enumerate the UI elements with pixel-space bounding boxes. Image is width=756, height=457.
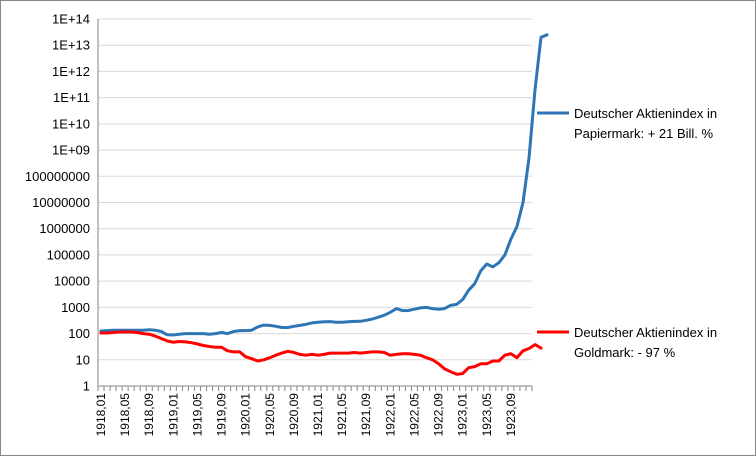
y-tick-label: 100000000 — [25, 169, 90, 184]
x-tick-label: 1919,01 — [166, 393, 180, 437]
x-tick-label: 1920,01 — [239, 393, 253, 437]
x-tick-label: 1923,05 — [480, 393, 494, 437]
series-line-goldmark — [99, 330, 543, 376]
x-tick-label: 1918,09 — [142, 393, 156, 437]
y-axis-tick-labels: 1 10 100 1000 10000 100000 1000000 10000000 1000… — [25, 12, 90, 394]
x-tick-label: 1920,05 — [263, 393, 277, 437]
x-tick-label: 1923,01 — [456, 393, 470, 437]
x-axis-tick-labels: 1918,01 1918,05 1918,09 1919,01 1919,05 1919,… — [94, 393, 518, 437]
y-tick-label: 1E+14 — [52, 12, 90, 27]
axes — [97, 19, 533, 391]
y-tick-label: 1000000 — [39, 221, 90, 236]
series-line-papiermark — [99, 33, 549, 337]
x-tick-label: 1918,01 — [94, 393, 108, 437]
x-tick-label: 1921,05 — [335, 393, 349, 437]
legend-label: Deutscher Aktienindex in Papiermark: + 21… — [574, 106, 717, 141]
legend-label: Deutscher Aktienindex in Goldmark: - 97 % — [574, 325, 717, 360]
y-tick-label: 100000 — [47, 247, 90, 262]
x-tick-label: 1921,09 — [359, 393, 373, 437]
x-tick-label: 1919,09 — [215, 393, 229, 437]
y-tick-label: 10000000 — [32, 195, 90, 210]
y-tick-label: 10 — [76, 352, 90, 367]
x-tick-label: 1918,05 — [118, 393, 132, 437]
y-tick-label: 10000 — [54, 274, 90, 289]
legend: Deutscher Aktienindex in Papiermark: + 21… — [537, 106, 717, 360]
y-tick-label: 1000 — [61, 300, 90, 315]
y-tick-label: 1 — [83, 379, 90, 394]
x-tick-label: 1920,09 — [287, 393, 301, 437]
gridlines — [98, 18, 532, 361]
y-tick-label: 1E+13 — [52, 38, 90, 53]
y-tick-label: 100 — [68, 326, 90, 341]
y-tick-label: 1E+12 — [52, 64, 90, 79]
x-tick-label: 1922,05 — [407, 393, 421, 437]
x-tick-label: 1923,09 — [504, 393, 518, 437]
x-tick-label: 1919,05 — [190, 393, 204, 437]
x-tick-label: 1921,01 — [311, 393, 325, 437]
y-tick-label: 1E+11 — [53, 90, 90, 105]
y-tick-label: 1E+10 — [52, 116, 90, 131]
x-tick-label: 1922,09 — [432, 393, 446, 437]
x-tick-label: 1922,01 — [383, 393, 397, 437]
y-tick-label: 1E+09 — [52, 143, 90, 158]
series-lines — [99, 33, 549, 376]
